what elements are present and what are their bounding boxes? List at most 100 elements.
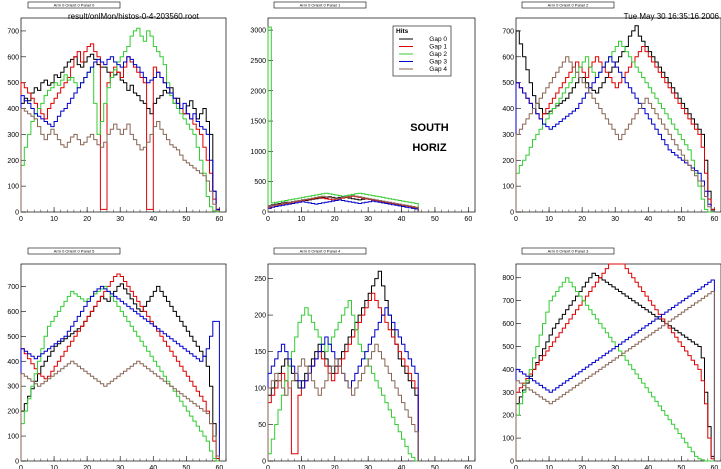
x-tick-label: 30 xyxy=(611,216,619,223)
series-line-gap-2 xyxy=(515,40,715,213)
y-tick-label: 100 xyxy=(7,434,19,441)
plot-frame xyxy=(20,263,227,462)
x-tick-label: 40 xyxy=(149,216,157,223)
x-tick-label: 10 xyxy=(297,465,305,469)
plot-frame xyxy=(515,17,721,213)
y-tick-label: 600 xyxy=(7,54,19,61)
histogram-panel-2: Arm 0 Orient 0 Panel 20 10 20 30 40 50 6001002… xyxy=(502,1,721,223)
x-tick-label: 20 xyxy=(83,216,91,223)
x-tick-label: 50 xyxy=(182,465,190,469)
series-line-gap-0 xyxy=(20,283,220,461)
y-tick-label: 200 xyxy=(7,158,19,165)
series-line-gap-4 xyxy=(515,56,715,212)
series-line-gap-2 xyxy=(20,285,220,462)
x-tick-label: 0 xyxy=(266,216,270,223)
series-line-gap-3 xyxy=(515,56,715,212)
y-tick-label: 1500 xyxy=(250,119,266,126)
legend-entry: Gap 4 xyxy=(429,66,447,73)
x-tick-label: 30 xyxy=(364,216,372,223)
x-tick-label: 30 xyxy=(116,465,124,469)
x-tick-label: 60 xyxy=(710,216,718,223)
y-tick-label: 500 xyxy=(502,344,514,351)
y-tick-label: 0 xyxy=(15,210,19,217)
series-line-gap-0 xyxy=(267,270,419,461)
histogram-panel-1: Arm 0 Orient 0 Panel 1 0 10 20 30 40 50 60 0 500 1… xyxy=(250,1,476,223)
y-tick-label: 800 xyxy=(502,275,514,282)
series-line-gap-3 xyxy=(20,56,220,212)
series-line-gap-3 xyxy=(267,199,419,212)
x-tick-label: 30 xyxy=(611,465,619,469)
y-tick-label: 2500 xyxy=(250,58,266,65)
legend-entry: Gap 3 xyxy=(429,59,447,66)
x-tick-label: 40 xyxy=(644,465,652,469)
y-tick-label: 0 xyxy=(262,459,266,466)
y-tick-label: 1000 xyxy=(250,149,266,156)
y-tick-label: 500 xyxy=(7,334,19,341)
panel-title-box xyxy=(273,1,367,9)
series-line-gap-1 xyxy=(267,195,419,212)
x-tick-label: 0 xyxy=(19,465,23,469)
x-tick-label: 50 xyxy=(431,465,439,469)
panel-title-box xyxy=(27,1,121,9)
x-tick-label: 0 xyxy=(514,465,518,469)
series-line-gap-4 xyxy=(20,360,220,461)
x-tick-label: 0 xyxy=(514,216,518,223)
panel-title: Arm 0 Orient 0 Panel 4 xyxy=(300,248,341,253)
y-tick-label: 600 xyxy=(502,321,514,328)
y-tick-label: 300 xyxy=(502,132,514,139)
x-tick-label: 20 xyxy=(331,465,339,469)
y-tick-label: 500 xyxy=(254,179,266,186)
series-line-gap-3 xyxy=(20,285,220,461)
panel-annotation: SOUTH xyxy=(410,122,449,134)
plot-frame xyxy=(267,263,476,462)
y-tick-label: 300 xyxy=(7,132,19,139)
y-tick-label: 100 xyxy=(502,436,514,443)
x-tick-label: 60 xyxy=(464,465,472,469)
legend-entry: Gap 2 xyxy=(429,51,447,58)
x-tick-label: 40 xyxy=(398,216,406,223)
panel-annotation: HORIZ xyxy=(412,142,447,154)
y-tick-label: 3000 xyxy=(250,28,266,35)
y-tick-label: 50 xyxy=(258,422,266,429)
y-tick-label: 500 xyxy=(7,80,19,87)
x-tick-label: 60 xyxy=(710,465,718,469)
y-tick-label: 700 xyxy=(502,28,514,35)
legend-entry: Gap 0 xyxy=(429,36,447,43)
y-tick-label: 150 xyxy=(254,349,266,356)
y-tick-label: 600 xyxy=(502,54,514,61)
y-tick-label: 0 xyxy=(510,210,514,217)
x-tick-label: 10 xyxy=(50,465,58,469)
series-line-gap-3 xyxy=(515,279,715,461)
y-tick-label: 2000 xyxy=(250,88,266,95)
x-tick-label: 0 xyxy=(266,465,270,469)
panel-title-box xyxy=(27,247,121,255)
x-tick-label: 50 xyxy=(431,216,439,223)
x-tick-label: 40 xyxy=(398,465,406,469)
y-tick-label: 0 xyxy=(510,459,514,466)
series-line-gap-4 xyxy=(20,108,220,212)
panel-title: Arm 0 Orient 0 Panel 5 xyxy=(54,248,95,253)
x-tick-label: 20 xyxy=(578,216,586,223)
legend-entry: Gap 1 xyxy=(429,44,447,51)
x-tick-label: 20 xyxy=(578,465,586,469)
x-tick-label: 50 xyxy=(677,216,685,223)
y-tick-label: 0 xyxy=(15,459,19,466)
histogram-panel-3: Arm 0 Orient 0 Panel 50 10 20 30 40 50 6001002… xyxy=(7,247,227,469)
x-tick-label: 50 xyxy=(182,216,190,223)
y-tick-label: 400 xyxy=(7,359,19,366)
histogram-panel-5: Arm 0 Orient 0 Panel 30 10 20 30 40 50 6001002… xyxy=(502,247,721,469)
panel-title: Arm 0 Orient 0 Panel 0 xyxy=(54,2,95,7)
series-line-gap-2 xyxy=(515,277,715,462)
series-line-gap-2 xyxy=(267,300,419,462)
series-line-gap-1 xyxy=(20,273,220,461)
y-tick-label: 400 xyxy=(502,367,514,374)
x-tick-label: 40 xyxy=(644,216,652,223)
series-line-gap-4 xyxy=(267,343,419,461)
header-filename: result/onlMon/histos-0-4-203560.root xyxy=(68,12,199,21)
y-tick-label: 300 xyxy=(7,384,19,391)
x-tick-label: 60 xyxy=(215,465,223,469)
series-line-gap-2 xyxy=(20,27,220,213)
x-tick-label: 0 xyxy=(19,216,23,223)
y-tick-label: 100 xyxy=(254,386,266,393)
histogram-panel-0: Arm 0 Orient 0 Panel 00 10 20 30 40 50 6001002… xyxy=(7,1,227,223)
